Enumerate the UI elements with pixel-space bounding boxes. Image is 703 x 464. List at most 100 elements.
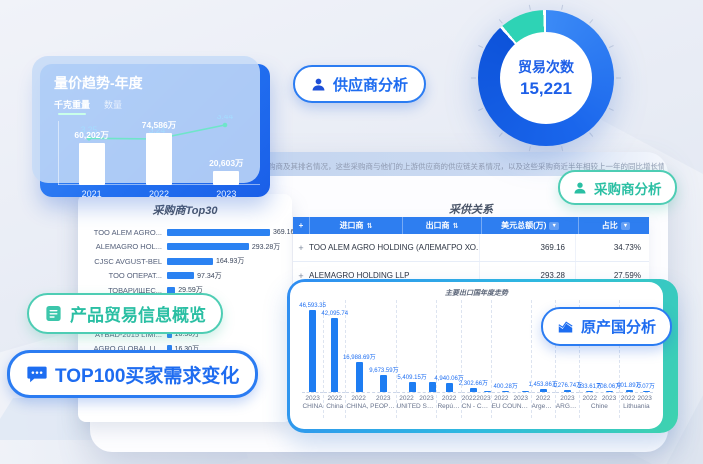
origin-bar-col: 400.28万 — [493, 381, 518, 392]
bar — [167, 330, 172, 338]
origin-chart-title: 主要出口国年度走势 — [445, 290, 508, 297]
x-tick-label: 2023 — [513, 395, 528, 402]
bar — [213, 171, 240, 185]
usd-total-value: 369.16 — [479, 234, 575, 261]
top30-row: ALEMAGRO HOL... 293.28万 — [78, 240, 292, 255]
donut-ticks — [471, 4, 621, 152]
bar-value-label: 16.56万 — [174, 331, 200, 339]
badge-label: 产品贸易信息概览 — [70, 306, 206, 325]
badge-label: 原产国分析 — [581, 319, 657, 336]
svg-text:3.44: 3.44 — [217, 115, 234, 121]
tab-quantity[interactable]: 数量 — [104, 100, 123, 110]
person-icon — [312, 78, 325, 90]
origin-bars: 233.61万 708.06万 — [578, 300, 621, 393]
bar — [309, 310, 317, 392]
origin-chart-panel: 主要出口国年度走势 46,593.35 2023 CHINA 42,095.74 202… — [287, 279, 678, 433]
bar-value-label: 42,095.74 — [321, 310, 349, 317]
origin-group-label: ARGEN... — [555, 403, 579, 410]
buyer-name: ALEMAGRO HOL... — [95, 242, 162, 252]
x-tick-label: 2022 — [399, 395, 414, 402]
product-trade-overview-badge[interactable]: 产品贸易信息概览 — [27, 293, 223, 334]
bar-value-label: 29.59万 — [178, 287, 203, 295]
origin-group: 42,095.74 2022 China — [321, 300, 349, 418]
x-tick-label: 2023 — [419, 395, 434, 402]
donut-title: 贸易次数 — [518, 59, 574, 75]
buyer-analysis-badge[interactable]: 采购商分析 — [558, 170, 677, 205]
origin-bar-col: 708.06万 — [597, 381, 621, 392]
table-row[interactable]: + TOO ALEM AGRO HOLDING (АЛЕМАГРО ХО... 36… — [293, 234, 649, 262]
x-tick-label: 2023 — [216, 189, 237, 199]
trend-bar-group: 74,586万 2022 — [125, 115, 192, 201]
buyer-name: AYBAD-2015 LIMI... — [95, 329, 162, 339]
tab-weight[interactable]: 千克重量 — [54, 98, 90, 115]
origin-bars: 400.28万 — [491, 300, 531, 393]
top30-row: AYBAD-2015 LIMI... 16.56万 — [78, 327, 292, 342]
origin-country-analysis-badge[interactable]: 原产国分析 — [541, 307, 673, 346]
x-tick-label: 2022 — [535, 395, 551, 402]
buyer-name: TOO ОПЕРАТ... — [108, 271, 162, 281]
x-tick-label: 2022 — [620, 395, 636, 402]
origin-bar-col: 9,673.59万 — [369, 365, 399, 392]
document-icon — [46, 305, 61, 322]
price-card-title: 量价趋势-年度 — [54, 75, 143, 91]
bar-value-label: 60,202万 — [74, 130, 109, 140]
badge-label: 采购商分析 — [594, 181, 662, 197]
chat-bubble-icon — [27, 366, 47, 383]
origin-bar-col: 901.89万 — [617, 380, 642, 392]
x-tick-label: 2023 — [376, 395, 391, 402]
origin-years: 2022 — [324, 393, 345, 402]
svg-text:3.24: 3.24 — [149, 125, 166, 135]
bar-value-label: 369.16万 — [273, 229, 302, 237]
bar-value-label: 2,302.66万 — [458, 380, 489, 387]
bar-value-label: 293.28万 — [251, 243, 281, 251]
origin-years: 2022 2023 — [397, 393, 437, 402]
bar — [586, 390, 594, 392]
top100-buyer-demand-badge[interactable]: TOP100买家需求变化 — [7, 350, 259, 398]
bar — [469, 387, 477, 392]
x-tick-label: 2023 — [560, 395, 575, 402]
expand-toggle[interactable]: + — [298, 242, 304, 253]
col-importer-header[interactable]: 进口商 ⇅ — [309, 217, 402, 234]
bar-value-label: 0.07万 — [637, 383, 655, 390]
supplier-analysis-badge[interactable]: 供应商分析 — [293, 65, 427, 103]
bar — [145, 133, 172, 185]
col-usd-header[interactable]: 美元总额(万) ▼ — [481, 217, 578, 234]
col-share-header[interactable]: 占比 ▼ — [578, 217, 653, 234]
y-axis — [58, 121, 59, 185]
origin-bar-col — [521, 390, 529, 392]
expand-toggle[interactable]: + — [298, 270, 304, 281]
badge-label: 供应商分析 — [333, 76, 409, 94]
bar-value-label: 9,673.59万 — [369, 367, 399, 374]
bar — [428, 381, 436, 392]
x-tick-label: 2022 — [441, 395, 457, 402]
origin-bars: 46,593.35 — [299, 300, 326, 393]
origin-bars: 42,095.74 — [321, 300, 349, 393]
origin-group: 233.61万 708.06万 2022 2023 Chine — [578, 300, 621, 418]
col-exporter-header[interactable]: 出口商 ⇅ — [402, 217, 481, 234]
bar-value-label: 16,988.69万 — [342, 355, 376, 362]
expand-all-header[interactable]: + — [298, 221, 304, 230]
buyer-name: AGRO GLOBAL LI... — [93, 344, 163, 354]
origin-group-label: EU COUNTRIES — [491, 403, 531, 410]
bar-value-label: 4,940.06万 — [434, 376, 464, 383]
badge-label: TOP100买家需求变化 — [55, 365, 240, 387]
relations-title: 采供关系 — [449, 204, 493, 216]
buyer-name: ТОВАРИЩЕС... — [108, 285, 162, 295]
origin-bar-col: 42,095.74 — [321, 310, 349, 392]
bar — [78, 143, 105, 185]
origin-group-label: UNITED STATES — [396, 403, 437, 410]
origin-years: 2022 2023 — [620, 393, 653, 402]
bar-value-label: 901.89万 — [617, 383, 642, 390]
bar — [408, 382, 416, 392]
area-chart-icon — [558, 321, 573, 333]
x-tick-label: 2022 — [327, 395, 342, 402]
top30-rows-top: TOO ALEM AGRO... 369.16万 ALEMAGRO HOL... 29… — [78, 225, 302, 298]
bar-value-label: 400.28万 — [493, 383, 518, 390]
bar — [167, 228, 270, 236]
origin-group-label: Argenti... — [531, 403, 555, 410]
top30-row: AGRO GLOBAL LI... 16.30万 — [78, 342, 292, 357]
origin-years: 2022 2023 — [492, 393, 531, 402]
origin-years: 2022 — [532, 393, 555, 402]
